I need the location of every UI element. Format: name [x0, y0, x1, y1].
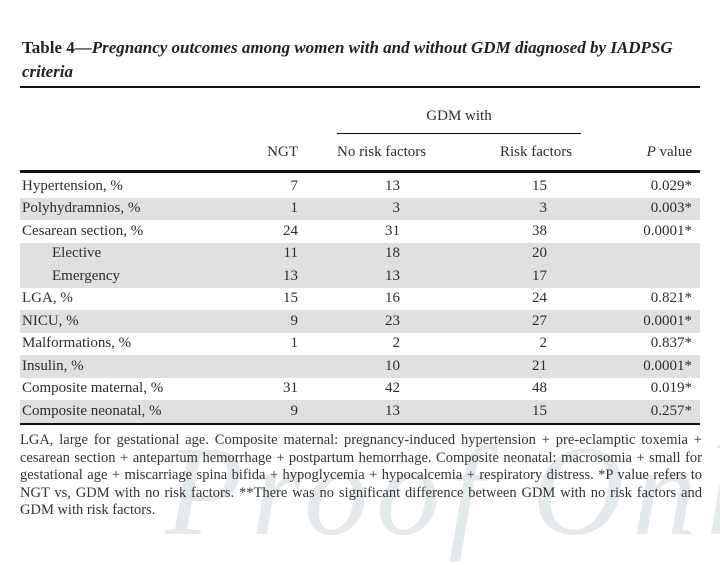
row-label: Composite neonatal, %: [22, 402, 162, 419]
row-value: 15: [532, 177, 547, 194]
row-value: 24: [532, 290, 547, 307]
table-caption: Table 4—Pregnancy outcomes among women w…: [22, 36, 704, 84]
row-value: 0.0001*: [643, 357, 692, 374]
row-value: 13: [385, 267, 400, 284]
caption-dash: —: [74, 38, 92, 57]
table-row: NICU, % 9 23 27 0.0001*: [20, 310, 700, 333]
row-value: 15: [283, 290, 298, 307]
row-value: 13: [385, 177, 400, 194]
rule-under-caption: [20, 86, 700, 88]
row-value: 42: [385, 380, 400, 397]
row-value: 9: [290, 312, 299, 329]
row-label: Malformations, %: [22, 335, 132, 352]
slide: Proof Onl Table 4—Pregnancy outcomes amo…: [20, 36, 720, 562]
row-value: 38: [532, 222, 547, 239]
p-value-italic: P: [646, 144, 656, 160]
row-value: 1: [290, 200, 299, 217]
row-label: LGA, %: [22, 290, 73, 307]
table-row: LGA, % 15 16 24 0.821*: [20, 288, 700, 311]
table-row: Cesarean section, % 24 31 38 0.0001*: [20, 220, 700, 243]
column-spanner-rule: [337, 133, 581, 134]
table-footnote: LGA, large for gestational age. Composit…: [20, 432, 702, 519]
row-value: 3: [392, 200, 401, 217]
table-row: Composite maternal, % 31 42 48 0.019*: [20, 378, 700, 401]
row-value: 15: [532, 402, 547, 419]
column-header-no-risk-factors: No risk factors: [337, 144, 427, 160]
caption-prefix: Table 4: [22, 38, 75, 57]
row-value: 21: [532, 357, 547, 374]
row-value: 2: [392, 335, 401, 352]
rule-header: [20, 170, 700, 173]
row-value: 1: [290, 335, 299, 352]
row-value: 18: [385, 245, 400, 262]
row-value: 17: [532, 267, 547, 284]
row-label: Composite maternal, %: [22, 380, 164, 397]
table-row: Hypertension, % 7 13 15 0.029*: [20, 175, 700, 198]
row-value: 0.019*: [650, 380, 692, 397]
row-value: 9: [290, 402, 299, 419]
row-label: NICU, %: [22, 312, 79, 329]
row-value: 16: [385, 290, 400, 307]
row-label: Elective: [52, 245, 102, 262]
row-label: Insulin, %: [22, 357, 84, 374]
row-value: 0.029*: [650, 177, 692, 194]
table-row: Insulin, % 10 21 0.0001*: [20, 355, 700, 378]
row-value: 10: [385, 357, 400, 374]
row-value: 48: [532, 380, 547, 397]
row-value: 0.003*: [650, 200, 692, 217]
row-label: Emergency: [52, 267, 121, 284]
rule-bottom: [20, 423, 700, 425]
row-value: 24: [283, 222, 298, 239]
row-label: Cesarean section, %: [22, 222, 144, 239]
row-value: 0.0001*: [643, 222, 692, 239]
row-value: 23: [385, 312, 400, 329]
row-value: 7: [290, 177, 299, 194]
row-value: 13: [283, 267, 298, 284]
table-row: Emergency 13 13 17: [20, 265, 700, 288]
column-header-p-value: P value: [520, 144, 692, 161]
p-value-rest: value: [655, 144, 692, 160]
row-value: 2: [539, 335, 548, 352]
row-value: 0.257*: [650, 402, 692, 419]
table-row: Polyhydramnios, % 1 3 3 0.003*: [20, 197, 700, 220]
row-value: 31: [385, 222, 400, 239]
column-header-ngt: NGT: [267, 144, 298, 160]
column-spanner-label: GDM with: [426, 108, 492, 124]
table-body: Hypertension, % 7 13 15 0.029* Polyhydramnios…: [20, 175, 700, 423]
row-label: Hypertension, %: [22, 177, 123, 194]
caption-text: Pregnancy outcomes among women with and …: [22, 38, 673, 81]
row-value: 11: [283, 245, 298, 262]
row-value: 20: [532, 245, 547, 262]
row-value: 3: [539, 200, 548, 217]
table-row: Elective 11 18 20: [20, 242, 700, 265]
row-value: 31: [283, 380, 298, 397]
row-value: 0.821*: [650, 290, 692, 307]
table-row: Composite neonatal, % 9 13 15 0.257*: [20, 400, 700, 423]
row-value: 27: [532, 312, 547, 329]
row-value: 13: [385, 402, 400, 419]
row-value: 0.837*: [650, 335, 692, 352]
table-row: Malformations, % 1 2 2 0.837*: [20, 333, 700, 356]
column-header-risk-factors: Risk factors: [500, 144, 573, 160]
row-value: 0.0001*: [643, 312, 692, 329]
row-label: Polyhydramnios, %: [22, 200, 141, 217]
